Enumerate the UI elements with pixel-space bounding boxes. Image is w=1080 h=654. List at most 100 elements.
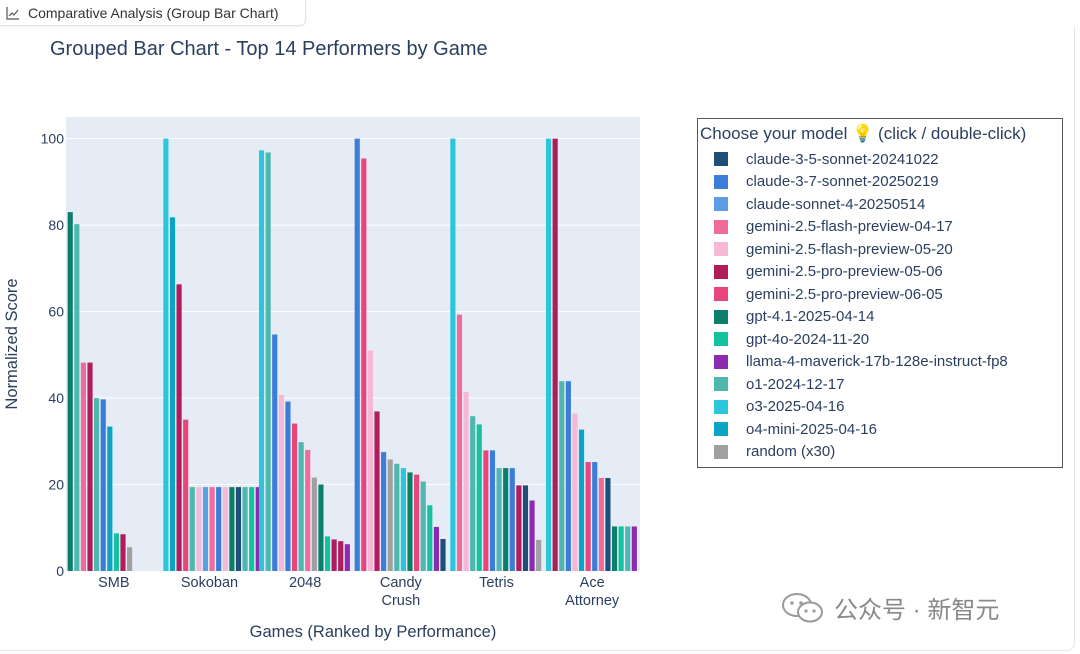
legend-item[interactable]: gemini-2.5-flash-preview-05-20 [714,238,953,260]
y-tick-label: 80 [48,217,64,233]
bar [265,152,271,571]
bar [229,487,235,571]
bar [272,334,278,571]
legend-item[interactable]: claude-3-5-sonnet-20241022 [714,148,939,170]
bar [278,395,284,571]
bar [298,442,304,571]
bar [489,450,496,571]
legend-item[interactable]: o3-2025-04-16 [714,396,844,418]
chart-tab[interactable]: Comparative Analysis (Group Bar Chart) [0,0,306,26]
bar [483,450,489,571]
bar [209,487,215,571]
legend-item[interactable]: random (x30) [714,441,835,463]
bar [216,487,222,571]
bar [196,487,202,571]
x-tick-label: Attorney [565,593,620,609]
bar [318,484,324,571]
bar [374,411,380,571]
bar [585,462,591,571]
x-tick-label: Tetris [479,575,514,591]
legend-item[interactable]: o4-mini-2025-04-16 [714,418,877,440]
y-tick-label: 60 [48,304,64,320]
wechat-icon [782,592,823,622]
legend-swatch [714,174,728,189]
x-tick-label: Sokoban [181,575,238,591]
bar [420,481,426,571]
bar [529,500,535,571]
line-chart-icon [6,6,19,20]
legend-swatch [714,309,728,324]
chart-frame [0,26,1075,651]
bar [605,478,611,571]
bar [344,544,350,571]
bar [324,536,331,571]
chart-title: Grouped Bar Chart - Top 14 Performers by… [50,38,488,60]
legend-item[interactable]: gemini-2.5-pro-preview-06-05 [714,283,943,305]
y-tick-label: 20 [48,477,64,493]
legend-item[interactable]: claude-3-7-sonnet-20250219 [714,171,939,193]
legend-swatch [714,287,728,301]
legend-label: gemini-2.5-pro-preview-05-06 [746,263,943,280]
legend-swatch [714,422,728,436]
bar [242,487,248,571]
bar [163,138,169,571]
tab-label: Comparative Analysis (Group Bar Chart) [28,4,279,21]
legend-item[interactable]: gpt-4o-2024-11-20 [714,328,869,350]
bar [107,426,113,571]
bar [470,416,476,571]
bar [222,487,228,571]
legend-label: random (x30) [746,443,836,460]
legend-item[interactable]: gemini-2.5-flash-preview-04-17 [714,216,953,238]
bar [578,429,585,571]
bar [381,452,387,571]
bar [559,381,565,571]
bar [100,399,106,571]
legend-swatch [714,197,728,211]
legend-label: o1-2024-12-17 [746,375,845,393]
bar [598,478,604,571]
legend-item[interactable]: llama-4-maverick-17b-128e-instruct-fp8 [714,351,1008,373]
plot-background [66,117,640,571]
bar [176,284,182,571]
bar [291,423,298,571]
bar [440,539,446,571]
legend-item[interactable]: claude-sonnet-4-20250514 [714,193,925,215]
bar [387,459,393,571]
bar [189,487,195,571]
chart-legend: Choose your model 💡 (click / double-clic… [697,118,1063,468]
legend-label: llama-4-maverick-17b-128e-instruct-fp8 [746,353,1008,370]
bar [255,487,261,571]
bar [338,541,344,571]
bar [545,138,552,571]
legend-label: claude-sonnet-4-20250514 [746,195,926,213]
bar [414,474,420,571]
x-tick-label: 2048 [289,575,321,591]
x-tick-label: Crush [381,593,420,609]
x-tick-label: Ace [580,575,605,591]
bar [463,391,469,571]
bar [331,539,337,571]
bar [407,472,413,571]
y-tick-label: 40 [48,390,64,406]
legend-item[interactable]: gpt-4.1-2025-04-14 [714,306,874,328]
legend-item[interactable]: gemini-2.5-pro-preview-05-06 [714,261,943,283]
bar [496,468,502,571]
legend-label: claude-3-5-sonnet-20241022 [746,150,939,168]
legend-item[interactable]: o1-2024-12-17 [714,373,844,395]
bar [249,487,255,571]
bar [536,539,542,571]
bar [565,381,571,571]
legend-swatch [714,242,728,256]
bar [202,487,209,571]
legend-label: gpt-4.1-2025-04-14 [746,308,875,325]
bar [258,150,265,571]
legend-label: gpt-4o-2024-11-20 [746,330,870,348]
bar [80,362,86,571]
bar [367,350,373,571]
bar [87,362,93,571]
watermark: 公众号 · 新智元 [780,590,999,625]
bar [631,526,637,571]
bar [503,468,509,571]
bar [450,138,456,571]
